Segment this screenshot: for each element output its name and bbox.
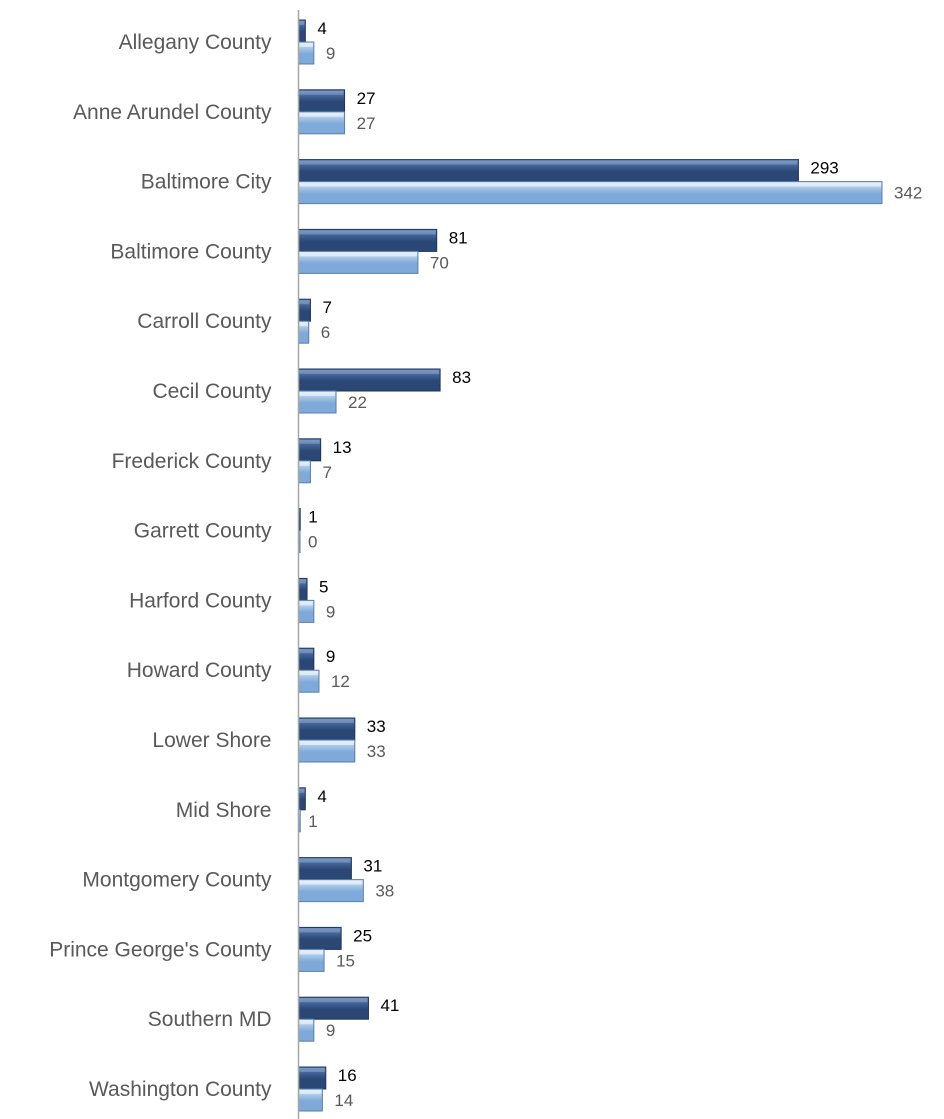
bar-highlight xyxy=(299,370,440,374)
category-label: Anne Arundel County xyxy=(73,101,272,124)
bar-highlight xyxy=(299,998,368,1003)
category-label: Garrett County xyxy=(134,520,272,543)
value-label-series-1: 4 xyxy=(317,787,326,806)
value-label-series-2: 9 xyxy=(326,44,335,63)
bar-highlight xyxy=(299,252,417,257)
value-label-series-1: 1 xyxy=(308,508,317,527)
value-label-series-1: 293 xyxy=(810,159,838,178)
value-label-series-2: 38 xyxy=(375,882,394,901)
value-labels: 4927272933428170768322137105991233334131… xyxy=(308,19,922,1110)
value-label-series-1: 25 xyxy=(353,926,372,945)
value-label-series-1: 31 xyxy=(363,857,382,876)
category-label: Montgomery County xyxy=(82,869,272,892)
bar-highlight xyxy=(299,741,354,745)
category-label: Baltimore City xyxy=(141,171,272,194)
value-label-series-1: 27 xyxy=(357,89,376,108)
value-label-series-2: 7 xyxy=(322,463,331,482)
value-label-series-1: 5 xyxy=(319,577,328,596)
value-label-series-2: 342 xyxy=(894,184,922,203)
bar-highlight xyxy=(299,880,363,885)
value-label-series-1: 16 xyxy=(338,1066,357,1085)
bar-highlight xyxy=(299,160,798,165)
bar-highlight xyxy=(299,182,881,187)
value-label-series-1: 4 xyxy=(317,19,326,38)
category-label: Southern MD xyxy=(148,1008,272,1031)
bar-highlight xyxy=(299,579,307,584)
bar-highlight xyxy=(299,322,308,327)
value-label-series-1: 13 xyxy=(333,438,352,457)
category-label: Allegany County xyxy=(119,31,272,54)
value-label-series-2: 70 xyxy=(430,253,449,272)
category-label: Lower Shore xyxy=(152,729,271,752)
bar-highlight xyxy=(299,1090,322,1094)
category-label: Harford County xyxy=(129,589,272,612)
value-label-series-1: 81 xyxy=(449,228,468,247)
category-label: Baltimore County xyxy=(110,240,272,263)
value-label-series-1: 41 xyxy=(380,996,399,1015)
value-label-series-2: 15 xyxy=(336,951,355,970)
value-label-series-1: 83 xyxy=(452,368,471,387)
bar-highlight xyxy=(299,1020,313,1025)
value-label-series-2: 0 xyxy=(308,533,317,552)
bar-highlight xyxy=(299,43,313,47)
bar-highlight xyxy=(299,649,313,654)
value-label-series-2: 14 xyxy=(334,1091,353,1110)
category-label: Prince George's County xyxy=(49,938,272,961)
value-label-series-2: 27 xyxy=(357,114,376,133)
bar-highlight xyxy=(299,601,313,606)
bar-highlight xyxy=(299,928,341,933)
bar-highlight xyxy=(299,671,318,676)
value-label-series-1: 7 xyxy=(322,298,331,317)
category-label: Washington County xyxy=(89,1078,272,1101)
value-label-series-2: 33 xyxy=(367,742,386,761)
bar-highlight xyxy=(299,90,344,95)
category-label: Cecil County xyxy=(152,380,272,403)
bars xyxy=(298,19,883,1112)
bar-highlight xyxy=(299,439,320,444)
value-label-series-2: 12 xyxy=(331,672,350,691)
value-label-series-1: 9 xyxy=(326,647,335,666)
bar-highlight xyxy=(299,950,324,955)
bar-highlight xyxy=(299,392,336,396)
value-label-series-1: 33 xyxy=(367,717,386,736)
value-label-series-2: 22 xyxy=(348,393,367,412)
bar-highlight xyxy=(299,21,305,25)
value-label-series-2: 6 xyxy=(321,323,330,342)
category-label: Mid Shore xyxy=(176,799,272,822)
value-label-series-2: 9 xyxy=(326,1021,335,1040)
bar-highlight xyxy=(299,1068,325,1072)
bar-highlight xyxy=(299,858,351,863)
bar-highlight xyxy=(299,230,436,235)
bar-highlight xyxy=(299,719,354,723)
bar-highlight xyxy=(299,112,344,117)
bar-highlight xyxy=(299,788,305,793)
category-label: Carroll County xyxy=(137,310,272,333)
category-label: Frederick County xyxy=(112,450,272,473)
bar-highlight xyxy=(299,300,310,305)
value-label-series-2: 9 xyxy=(326,602,335,621)
category-label: Howard County xyxy=(127,659,272,682)
bar-highlight xyxy=(299,461,310,466)
category-labels: Allegany County Anne Arundel County Baltim… xyxy=(49,31,272,1101)
value-label-series-2: 1 xyxy=(308,812,317,831)
